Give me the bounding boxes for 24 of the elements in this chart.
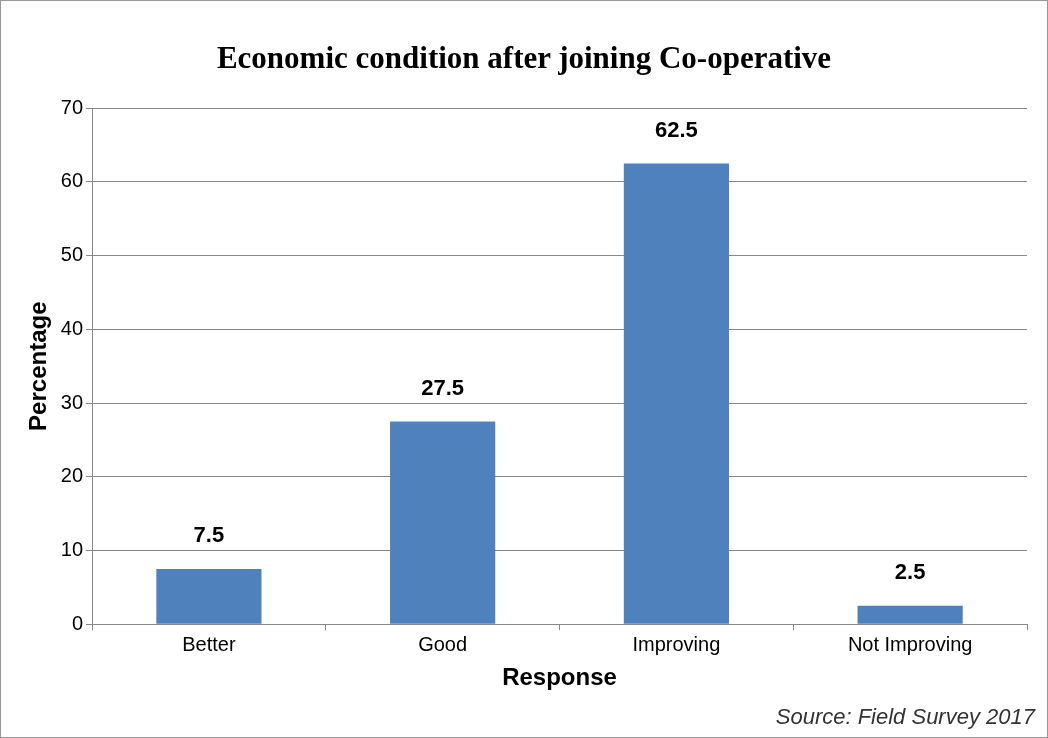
x-tick-label: Good — [418, 632, 468, 655]
x-axis-title: Response — [502, 663, 617, 691]
bar — [857, 605, 963, 624]
y-tick-label: 30 — [60, 390, 84, 413]
data-label: 7.5 — [193, 521, 225, 547]
x-tick-label: Not Improving — [847, 632, 973, 655]
data-label: 62.5 — [654, 116, 698, 142]
y-tick-label: 50 — [60, 243, 84, 266]
y-tick-label: 10 — [60, 538, 84, 560]
x-tick-label: Better — [182, 632, 236, 655]
bar — [390, 421, 496, 624]
y-tick-label: 60 — [60, 169, 84, 192]
y-tick-label: 70 — [60, 95, 84, 118]
y-axis-title: Percentage — [24, 301, 52, 431]
y-tick-label: 20 — [60, 464, 84, 487]
y-tick-label: 0 — [71, 611, 84, 634]
source-note: Source: Field Survey 2017 — [775, 704, 1036, 730]
y-tick-label: 40 — [60, 316, 84, 339]
data-label: 27.5 — [421, 374, 465, 400]
bar — [156, 568, 262, 624]
x-tick-label: Improving — [632, 632, 721, 655]
data-label: 2.5 — [894, 558, 926, 584]
bar — [623, 163, 729, 624]
chart-title: Economic condition after joining Co-operative — [216, 39, 832, 75]
